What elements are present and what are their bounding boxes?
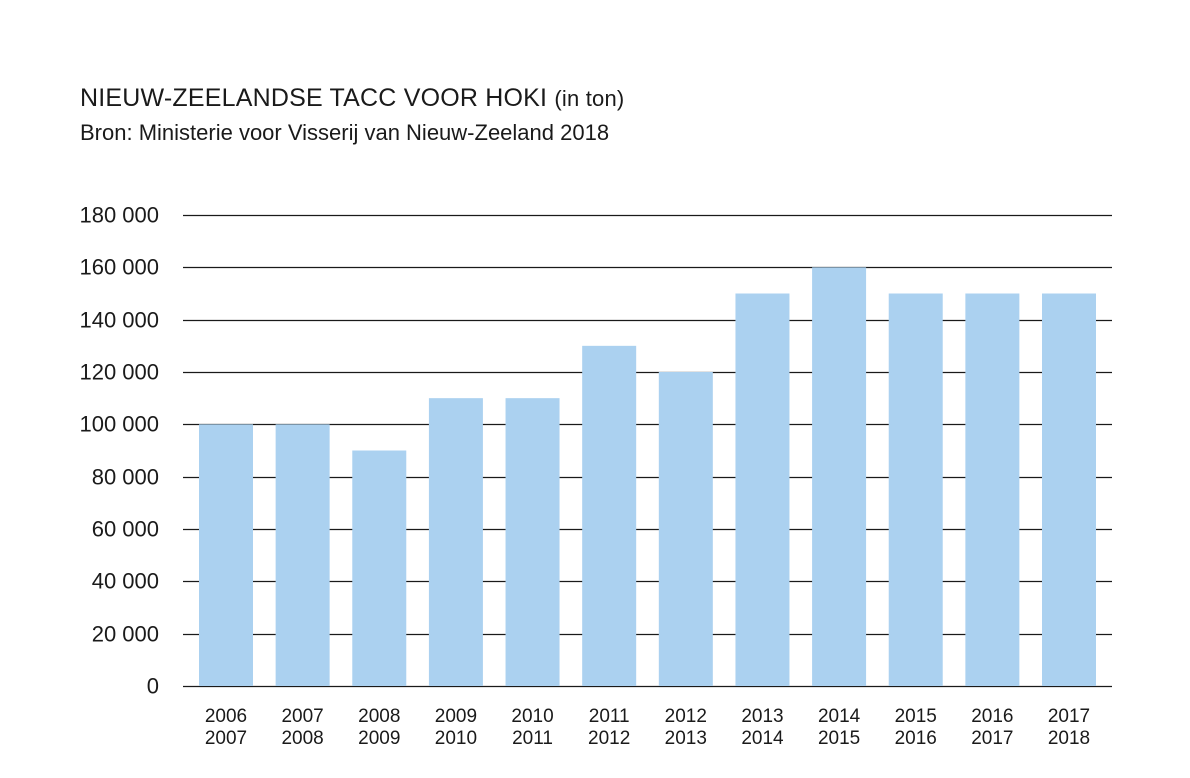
chart-title-unit: (in ton) — [554, 86, 625, 111]
x-category-label-line: 2012 — [665, 706, 707, 727]
y-tick-label: 140 000 — [79, 307, 159, 332]
chart-title-text: NIEUW-ZEELANDSE TACC VOOR HOKI — [80, 84, 548, 112]
x-category-label: 2006 2007 — [205, 706, 247, 749]
x-category-label-line: 2014 — [818, 706, 861, 727]
bar — [1042, 293, 1096, 686]
bar — [735, 293, 790, 686]
x-category-label-line: 2007 — [205, 728, 247, 749]
x-category-label: 2017 2018 — [1048, 706, 1090, 749]
x-category-label-line: 2008 — [281, 728, 323, 749]
x-category-label-line: 2018 — [1048, 728, 1090, 749]
x-category-label-line: 2017 — [1048, 706, 1090, 727]
x-category-label-line: 2008 — [358, 706, 400, 727]
x-category-label-line: 2015 — [895, 706, 937, 727]
bar — [352, 450, 407, 686]
x-category-label-line: 2017 — [971, 728, 1013, 749]
bar — [505, 398, 560, 686]
x-category-label-line: 2010 — [435, 728, 477, 749]
y-tick-label: 160 000 — [79, 254, 159, 279]
x-category-label-line: 2016 — [971, 706, 1013, 727]
bar — [888, 293, 943, 686]
y-tick-label: 20 000 — [92, 621, 159, 646]
bar — [965, 293, 1020, 686]
gridlines — [183, 214, 1112, 688]
bar — [199, 424, 253, 686]
y-tick-label: 120 000 — [79, 359, 159, 384]
x-category-label-line: 2007 — [281, 706, 323, 727]
y-axis-tick-labels: 0 20 000 40 000 60 000 80 000 100 000 120 000 1… — [79, 202, 159, 698]
y-tick-label: 60 000 — [92, 516, 159, 541]
y-tick-label: 80 000 — [92, 464, 159, 489]
x-category-label: 2015 2016 — [895, 706, 937, 749]
x-category-label: 2016 2017 — [971, 706, 1013, 749]
x-category-label-line: 2013 — [665, 728, 707, 749]
bar — [812, 267, 867, 686]
x-category-label: 2007 2008 — [281, 706, 323, 749]
x-category-label-line: 2009 — [358, 728, 400, 749]
x-category-label: 2010 2011 — [511, 706, 553, 749]
x-category-label-line: 2014 — [741, 728, 784, 749]
bar — [582, 345, 637, 686]
y-tick-label: 0 — [147, 673, 159, 698]
chart-title: NIEUW-ZEELANDSE TACC VOOR HOKI (in ton) — [80, 84, 624, 113]
bars — [199, 267, 1096, 686]
x-category-label: 2008 2009 — [358, 706, 400, 749]
x-category-label-line: 2012 — [588, 728, 630, 749]
x-category-label: 2013 2014 — [741, 706, 784, 749]
x-category-label: 2012 2013 — [665, 706, 707, 749]
x-category-label-line: 2006 — [205, 706, 247, 727]
y-tick-label: 100 000 — [79, 411, 159, 436]
bar — [428, 398, 483, 686]
bar — [275, 424, 330, 686]
x-category-label: 2014 2015 — [818, 706, 861, 749]
y-tick-label: 180 000 — [79, 202, 159, 227]
x-category-label-line: 2009 — [435, 706, 477, 727]
x-category-label-line: 2013 — [741, 706, 783, 727]
x-category-label-line: 2010 — [511, 706, 553, 727]
y-tick-label: 40 000 — [92, 568, 159, 593]
x-category-label-line: 2011 — [512, 728, 553, 749]
bar — [658, 372, 713, 686]
x-category-label-line: 2011 — [589, 706, 630, 727]
x-category-label: 2011 2012 — [588, 706, 630, 749]
x-category-label: 2009 2010 — [435, 706, 477, 749]
x-category-label-line: 2016 — [895, 728, 937, 749]
chart-subtitle: Bron: Ministerie voor Visserij van Nieuw… — [80, 120, 610, 145]
x-category-label-line: 2015 — [818, 728, 860, 749]
